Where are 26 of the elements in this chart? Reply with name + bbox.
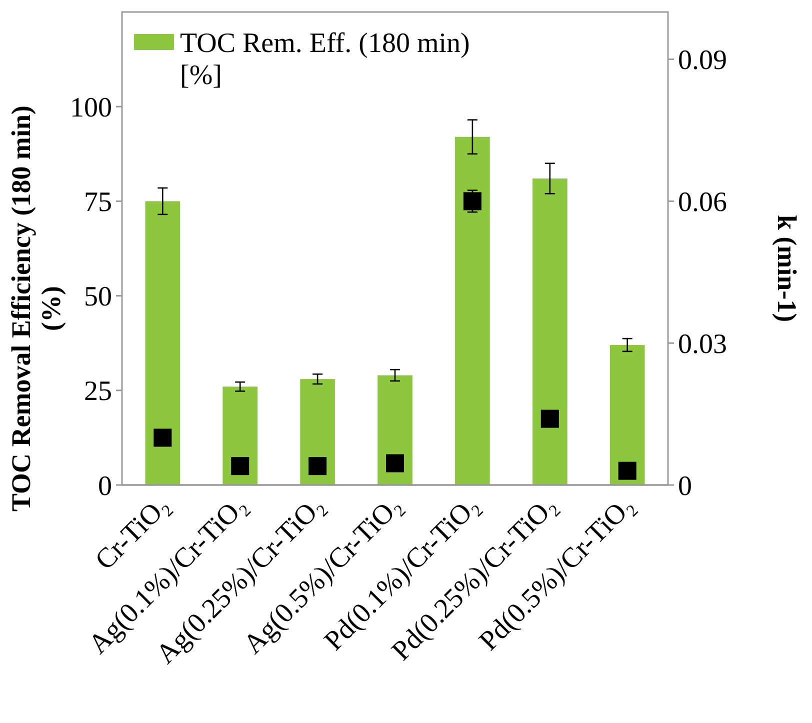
bar — [532, 178, 568, 485]
y2-axis-title: k (min-1) — [772, 214, 802, 322]
y-axis-title: TOC Removal Efficiency (180 min) (%) — [6, 106, 66, 512]
point — [154, 428, 172, 447]
point — [231, 457, 250, 476]
bar — [222, 386, 258, 485]
y-tick-label: 0 — [98, 470, 112, 502]
legend-label: TOC Rem. Eff. (180 min) [%] — [180, 28, 470, 91]
bar — [610, 344, 645, 485]
point — [463, 192, 482, 210]
y2-tick-label: 0.09 — [678, 45, 727, 76]
bar — [455, 136, 490, 485]
bar — [300, 379, 335, 485]
y-tick-label: 25 — [84, 376, 112, 408]
y-tick-label: 75 — [84, 187, 112, 218]
bar — [378, 375, 412, 485]
point — [540, 410, 559, 428]
y2-tick-label: 0.03 — [678, 328, 727, 360]
point — [308, 457, 327, 476]
y2-tick-label: 0 — [678, 470, 692, 502]
point — [618, 462, 636, 480]
bar — [145, 201, 180, 485]
y2-tick-label: 0.06 — [678, 187, 727, 218]
point — [386, 454, 404, 472]
y-tick-label: 50 — [84, 282, 112, 313]
y-tick-label: 100 — [70, 92, 112, 124]
